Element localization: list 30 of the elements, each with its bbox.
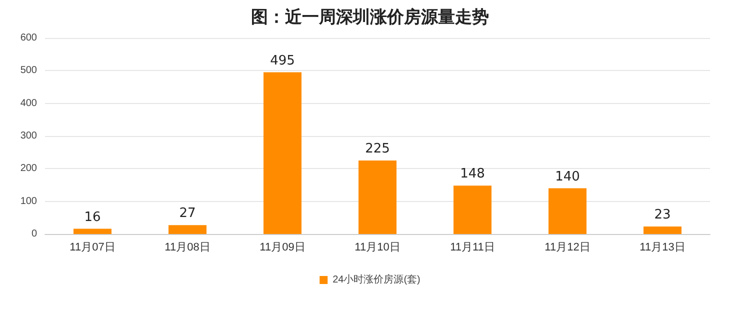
bar	[168, 225, 206, 234]
y-tick-label: 600	[20, 32, 38, 44]
x-tick-label: 11月07日	[70, 242, 116, 254]
y-tick-label: 400	[20, 98, 38, 109]
data-label: 27	[179, 206, 196, 222]
bar	[644, 226, 682, 234]
data-label: 225	[365, 142, 390, 156]
y-tick-label: 0	[31, 228, 38, 240]
data-label: 140	[555, 169, 580, 184]
data-label: 148	[460, 166, 485, 182]
x-tick-label: 11月09日	[260, 242, 306, 254]
chart-title: 图：近一周深圳涨价房源量走势	[251, 8, 489, 28]
bar	[74, 228, 112, 234]
data-label: 23	[654, 207, 671, 222]
x-tick-label: 11月10日	[354, 242, 400, 254]
y-tick-label: 200	[20, 163, 38, 174]
x-tick-label: 11月11日	[450, 242, 495, 254]
data-label: 16	[84, 210, 101, 225]
bar	[454, 186, 492, 234]
bar	[548, 188, 586, 234]
data-label: 495	[270, 53, 295, 68]
y-tick-label: 100	[20, 196, 38, 207]
legend-label: 24小时涨价房源(套)	[332, 274, 420, 286]
x-tick-label: 11月12日	[544, 242, 590, 254]
x-tick-label: 11月13日	[640, 242, 686, 254]
bar	[358, 160, 396, 234]
bar	[264, 72, 302, 234]
x-tick-label: 11月08日	[164, 242, 210, 254]
y-tick-label: 300	[20, 130, 38, 142]
y-tick-label: 500	[20, 65, 38, 76]
